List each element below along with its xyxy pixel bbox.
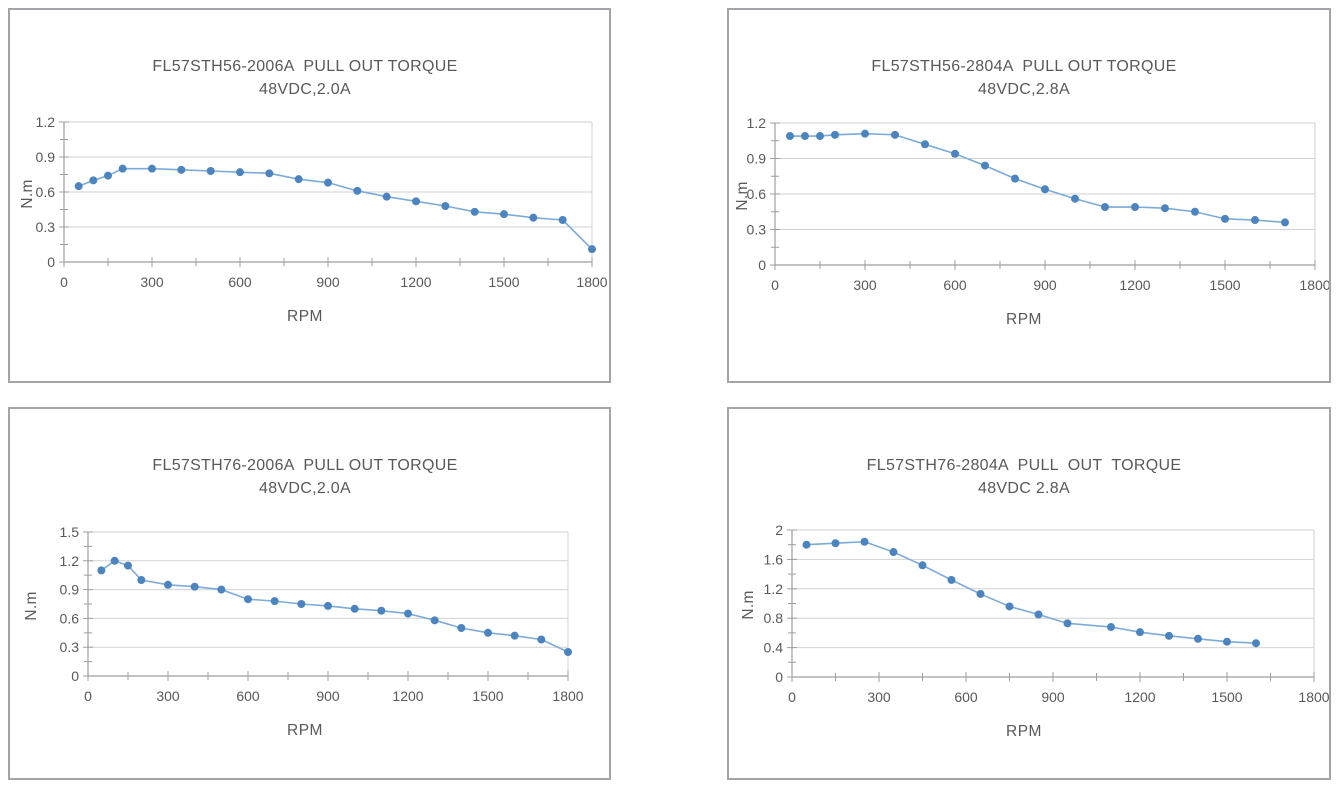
svg-text:0.9: 0.9	[60, 582, 80, 598]
chart-title: FL57STH56-2804A PULL OUT TORQUE	[871, 58, 1177, 75]
svg-text:1200: 1200	[1119, 277, 1150, 293]
chart-panel-fl57sth56-2006a: FL57STH56-2006A PULL OUT TORQUE 48VDC,2.…	[8, 8, 611, 383]
svg-text:1800: 1800	[1298, 689, 1329, 705]
svg-text:1800: 1800	[1299, 277, 1329, 293]
svg-text:900: 900	[1041, 689, 1065, 705]
svg-text:600: 600	[943, 277, 967, 293]
svg-text:1200: 1200	[1124, 689, 1155, 705]
svg-text:1500: 1500	[1211, 689, 1242, 705]
chart-panel-fl57sth76-2006a: FL57STH76-2006A PULL OUT TORQUE 48VDC,2.…	[8, 407, 611, 780]
chart-title: FL57STH56-2006A PULL OUT TORQUE	[152, 58, 458, 75]
svg-text:900: 900	[316, 688, 340, 704]
svg-text:0.3: 0.3	[36, 219, 56, 235]
svg-text:0: 0	[60, 274, 68, 290]
svg-text:300: 300	[140, 274, 164, 290]
svg-text:600: 600	[236, 688, 260, 704]
torque-curve-plot: 0 0.3 0.6 0.9 1.2 0 300 600 900 1200 1500 1800	[10, 10, 609, 381]
chart-panel-fl57sth76-2804a: FL57STH76-2804A PULL OUT TORQUE 48VDC 2.…	[727, 407, 1331, 780]
svg-text:600: 600	[228, 274, 252, 290]
torque-curve-plot: 0 0.3 0.6 0.9 1.2 0 300 600 900 1200 1500 1800	[729, 10, 1329, 381]
svg-text:0: 0	[71, 668, 79, 684]
svg-text:900: 900	[316, 274, 340, 290]
svg-text:0.6: 0.6	[60, 610, 80, 626]
torque-curve-plot: 0 0.3 0.6 0.9 1.2 1.5 0 300 600 900 1200 1500 1800	[10, 409, 609, 778]
chart-title: FL57STH76-2804A PULL OUT TORQUE	[866, 457, 1182, 474]
svg-text:600: 600	[954, 689, 978, 705]
svg-text:2: 2	[775, 522, 783, 538]
svg-text:300: 300	[853, 277, 877, 293]
svg-text:300: 300	[867, 689, 891, 705]
svg-text:1.6: 1.6	[764, 551, 784, 567]
svg-text:900: 900	[1033, 277, 1057, 293]
svg-text:1.5: 1.5	[60, 524, 80, 540]
svg-text:0.8: 0.8	[764, 610, 784, 626]
chart-panel-fl57sth56-2804a: FL57STH56-2804A PULL OUT TORQUE 48VDC,2.…	[727, 8, 1331, 383]
chart-subtitle: 48VDC 2.8A	[978, 480, 1070, 497]
chart-subtitle: 48VDC,2.0A	[259, 480, 351, 497]
svg-text:1.2: 1.2	[60, 553, 80, 569]
x-axis-title: RPM	[1006, 723, 1042, 740]
svg-text:1500: 1500	[488, 274, 519, 290]
svg-text:1800: 1800	[576, 274, 607, 290]
svg-text:0: 0	[788, 689, 796, 705]
svg-text:1800: 1800	[552, 688, 583, 704]
svg-text:0.3: 0.3	[747, 222, 767, 238]
svg-text:1.2: 1.2	[36, 114, 56, 130]
svg-text:0: 0	[771, 277, 779, 293]
svg-text:0: 0	[47, 254, 55, 270]
x-axis-title: RPM	[287, 722, 323, 739]
x-axis-title: RPM	[1006, 311, 1042, 328]
svg-text:0.9: 0.9	[747, 151, 767, 167]
svg-text:1.2: 1.2	[764, 581, 784, 597]
svg-text:300: 300	[156, 688, 180, 704]
chart-title: FL57STH76-2006A PULL OUT TORQUE	[152, 457, 458, 474]
svg-text:0.6: 0.6	[747, 186, 767, 202]
svg-text:1200: 1200	[392, 688, 423, 704]
svg-text:0.3: 0.3	[60, 639, 80, 655]
svg-text:0: 0	[775, 669, 783, 685]
svg-text:1.2: 1.2	[747, 115, 767, 131]
torque-curve-plot: 0 0.4 0.8 1.2 1.6 2 0 300 600 900 1200 1500 1800	[729, 409, 1329, 778]
svg-text:0.4: 0.4	[764, 640, 784, 656]
svg-text:1500: 1500	[1209, 277, 1240, 293]
chart-subtitle: 48VDC,2.8A	[978, 81, 1070, 98]
svg-text:0.9: 0.9	[36, 149, 56, 165]
svg-text:0.6: 0.6	[36, 184, 56, 200]
svg-text:0: 0	[758, 257, 766, 273]
chart-subtitle: 48VDC,2.0A	[259, 81, 351, 98]
x-axis-title: RPM	[287, 308, 323, 325]
svg-text:1200: 1200	[400, 274, 431, 290]
svg-text:1500: 1500	[472, 688, 503, 704]
svg-text:0: 0	[84, 688, 92, 704]
